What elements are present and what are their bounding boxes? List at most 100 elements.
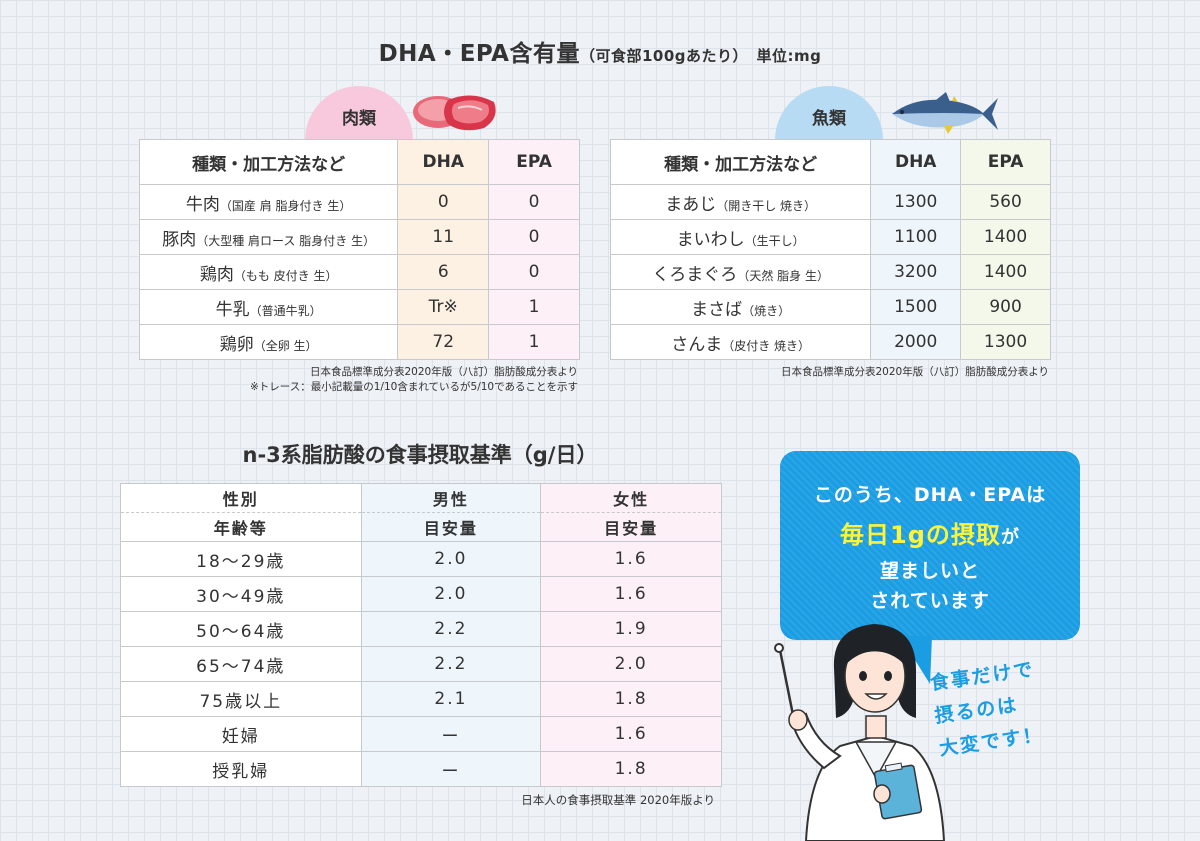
male-cell: 2.0: [360, 576, 542, 612]
food-cell: くろまぐろ（天然 脂身 生）: [609, 254, 872, 290]
food-name: まいわし: [676, 229, 745, 250]
dha-cell: Tr※: [397, 289, 490, 325]
dha-cell: 0: [397, 184, 490, 220]
table-row: 鶏卵（全卵 生） 72 1: [138, 324, 580, 360]
column-subheader-male: 目安量: [360, 512, 542, 542]
epa-cell: 1300: [960, 324, 1051, 360]
dha-cell: 11: [397, 219, 490, 255]
food-cell: さんま（皮付き 焼き）: [609, 324, 872, 360]
food-name: くろまぐろ: [652, 264, 738, 285]
female-cell: 1.6: [540, 541, 722, 577]
epa-cell: 1400: [960, 219, 1051, 255]
bubble-line-3a: 望ましいと: [879, 560, 980, 582]
table-row: 牛肉（国産 肩 脂身付き 生） 0 0: [138, 184, 580, 220]
female-cell: 1.6: [540, 716, 722, 752]
epa-cell: 0: [488, 184, 580, 220]
dha-cell: 6: [397, 254, 490, 290]
column-subheader-female: 目安量: [540, 512, 722, 542]
age-cell: 50〜64歳: [120, 611, 362, 647]
table-row: まさば（焼き） 1500 900: [609, 289, 1051, 325]
column-header-dha: DHA: [397, 139, 490, 185]
age-cell: 授乳婦: [120, 751, 362, 787]
bubble-line-3: 望ましいと されています: [780, 556, 1080, 616]
intake-title: n-3系脂肪酸の食事摂取基準（g/日）: [242, 443, 598, 467]
bubble-highlight-line: 毎日1gの摂取が: [780, 515, 1080, 550]
fish-badge-label: 魚類: [812, 109, 846, 129]
dha-cell: 72: [397, 324, 490, 360]
title-subtitle: （可食部100gあたり）: [579, 47, 749, 65]
meat-icon: [413, 95, 496, 131]
food-cell: 牛乳（普通牛乳）: [138, 289, 399, 325]
food-note: （天然 脂身 生）: [737, 268, 829, 283]
table-row: くろまぐろ（天然 脂身 生） 3200 1400: [609, 254, 1051, 290]
food-cell: 鶏卵（全卵 生）: [138, 324, 399, 360]
age-cell: 18〜29歳: [120, 541, 362, 577]
table-row: 18〜29歳 2.0 1.6: [120, 541, 722, 577]
table-row: 30〜49歳 2.0 1.6: [120, 576, 722, 612]
female-cell: 2.0: [540, 646, 722, 682]
epa-cell: 1: [488, 289, 580, 325]
food-name: 牛肉: [185, 194, 220, 215]
food-cell: 鶏肉（もも 皮付き 生）: [138, 254, 399, 290]
fish-source-text: 日本食品標準成分表2020年版（八訂）脂肪酸成分表より: [780, 366, 1049, 378]
female-cell: 1.9: [540, 611, 722, 647]
meat-table: 種類・加工方法など DHA EPA 牛肉（国産 肩 脂身付き 生） 0 0 豚肉…: [138, 139, 580, 360]
meat-badge-label: 肉類: [342, 109, 376, 129]
dha-cell: 1300: [870, 184, 962, 220]
food-name: 鶏肉: [199, 264, 234, 285]
column-header-sex: 性別: [120, 483, 362, 513]
female-cell: 1.8: [540, 751, 722, 787]
food-note: （焼き）: [742, 303, 791, 318]
table-header-row: 性別 男性 女性: [120, 483, 722, 513]
trace-footnote: ※トレース：最小記載量の1/10含まれているが5/10であることを示す: [249, 381, 578, 393]
male-cell: ー: [360, 751, 542, 787]
food-cell: 豚肉（大型種 肩ロース 脂身付き 生）: [138, 219, 399, 255]
food-note: （開き干し 焼き）: [716, 198, 817, 213]
meat-source: 日本食品標準成分表2020年版（八訂）脂肪酸成分表より ※トレース：最小記載量の…: [150, 365, 578, 395]
table-header-row: 種類・加工方法など DHA EPA: [609, 139, 1051, 185]
column-header-epa: EPA: [488, 139, 580, 185]
table-row: まあじ（開き干し 焼き） 1300 560: [609, 184, 1051, 220]
male-cell: 2.0: [360, 541, 542, 577]
tuna-icon: [892, 92, 998, 134]
table-row: さんま（皮付き 焼き） 2000 1300: [609, 324, 1051, 360]
food-note: （普通牛乳）: [249, 303, 322, 318]
intake-source: 日本人の食事摂取基準 2020年版より: [521, 793, 715, 807]
dha-cell: 1500: [870, 289, 962, 325]
table-row: 授乳婦 ー 1.8: [120, 751, 722, 787]
male-cell: ー: [360, 716, 542, 752]
column-header-dha: DHA: [870, 139, 962, 185]
epa-cell: 1: [488, 324, 580, 360]
dha-cell: 3200: [870, 254, 962, 290]
speech-bubble: このうち、DHA・EPAは 毎日1gの摂取が 望ましいと されています: [780, 451, 1080, 640]
food-cell: まあじ（開き干し 焼き）: [609, 184, 872, 220]
column-header-male: 男性: [360, 483, 542, 513]
food-name: まさば: [691, 299, 743, 320]
column-header-epa: EPA: [960, 139, 1051, 185]
food-note: （全卵 生）: [253, 338, 318, 353]
age-cell: 75歳以上: [120, 681, 362, 717]
male-cell: 2.1: [360, 681, 542, 717]
fish-source: 日本食品標準成分表2020年版（八訂）脂肪酸成分表より: [610, 365, 1049, 380]
food-cell: まいわし（生干し）: [609, 219, 872, 255]
column-header-female: 女性: [540, 483, 722, 513]
table-row: 鶏肉（もも 皮付き 生） 6 0: [138, 254, 580, 290]
food-name: さんま: [671, 334, 723, 355]
food-cell: まさば（焼き）: [609, 289, 872, 325]
food-cell: 牛肉（国産 肩 脂身付き 生）: [138, 184, 399, 220]
table-row: 牛乳（普通牛乳） Tr※ 1: [138, 289, 580, 325]
table-header-row: 種類・加工方法など DHA EPA: [138, 139, 580, 185]
table-row: 豚肉（大型種 肩ロース 脂身付き 生） 11 0: [138, 219, 580, 255]
fish-table: 種類・加工方法など DHA EPA まあじ（開き干し 焼き） 1300 560 …: [609, 139, 1051, 360]
epa-cell: 0: [488, 219, 580, 255]
table-row: 妊婦 ー 1.6: [120, 716, 722, 752]
table-subheader-row: 年齢等 目安量 目安量: [120, 512, 722, 542]
column-header-type: 種類・加工方法など: [609, 139, 872, 185]
food-note: （大型種 肩ロース 脂身付き 生）: [196, 233, 376, 248]
table-row: 75歳以上 2.1 1.8: [120, 681, 722, 717]
food-note: （生干し）: [744, 233, 805, 248]
female-cell: 1.8: [540, 681, 722, 717]
epa-cell: 560: [960, 184, 1051, 220]
female-cell: 1.6: [540, 576, 722, 612]
title-text: DHA・EPA含有量: [378, 41, 580, 67]
